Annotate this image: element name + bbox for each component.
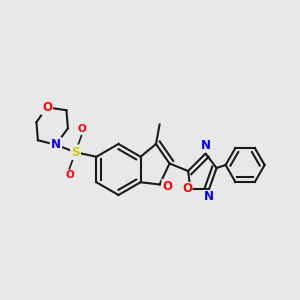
Text: S: S — [71, 146, 80, 159]
Text: O: O — [65, 170, 74, 180]
Text: O: O — [42, 101, 52, 114]
Text: O: O — [77, 124, 86, 134]
Text: N: N — [204, 190, 214, 203]
Text: O: O — [162, 179, 172, 193]
Text: N: N — [51, 138, 61, 151]
Text: O: O — [182, 182, 192, 196]
Text: N: N — [200, 139, 211, 152]
